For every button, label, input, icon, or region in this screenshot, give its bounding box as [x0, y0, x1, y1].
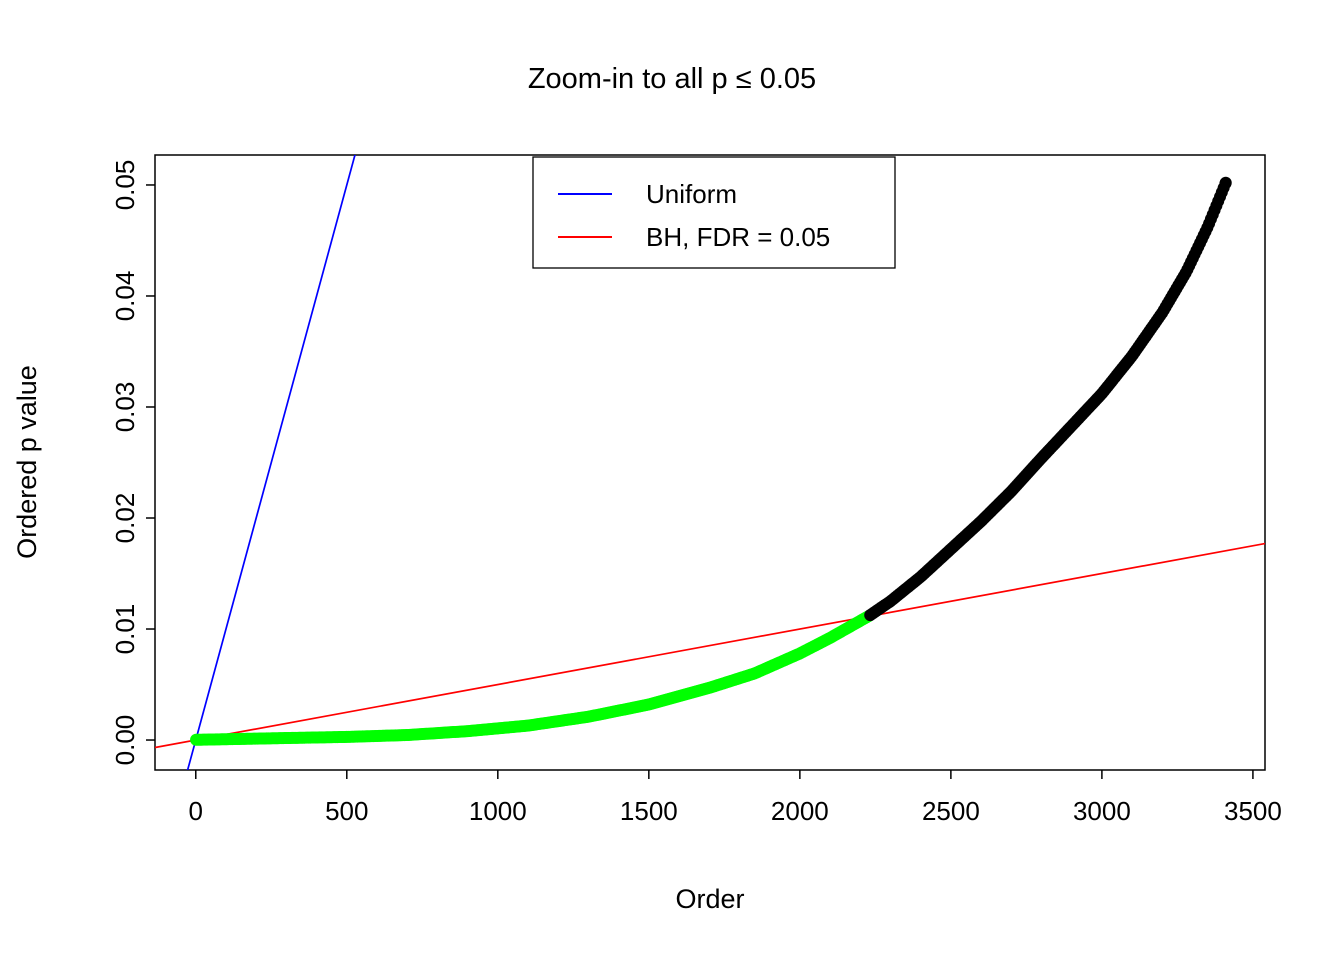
- svg-text:2500: 2500: [922, 796, 980, 826]
- svg-text:1000: 1000: [469, 796, 527, 826]
- svg-text:0.00: 0.00: [110, 715, 140, 766]
- reference-lines: [155, 155, 1265, 770]
- y-axis-label: Ordered p value: [12, 365, 42, 559]
- svg-text:0.03: 0.03: [110, 382, 140, 433]
- bh-fdr-line: [155, 542, 1265, 749]
- legend-label: Uniform: [646, 179, 737, 209]
- svg-text:0.01: 0.01: [110, 604, 140, 655]
- legend-label: BH, FDR = 0.05: [646, 222, 830, 252]
- plot-box: [154, 154, 1266, 771]
- uniform-line: [186, 155, 356, 770]
- svg-text:0: 0: [189, 796, 203, 826]
- svg-text:1500: 1500: [620, 796, 678, 826]
- svg-text:500: 500: [325, 796, 368, 826]
- legend-box: [532, 156, 896, 269]
- p-value-points: [190, 176, 1232, 746]
- x-axis-label: Order: [675, 884, 744, 914]
- svg-text:0.04: 0.04: [110, 271, 140, 322]
- x-axis-ticks: 0 500 1000 1500 2000 2500 3000 3500: [189, 770, 1282, 826]
- chart-title: Zoom-in to all p ≤ 0.05: [528, 63, 816, 95]
- svg-text:0.02: 0.02: [110, 493, 140, 544]
- svg-text:0.05: 0.05: [110, 160, 140, 211]
- y-axis-ticks: 0.00 0.01 0.02 0.03 0.04 0.05: [110, 160, 155, 766]
- plot-area: 0 500 1000 1500 2000 2500 3000 3500 0.00 0.01 0.02…: [110, 154, 1282, 826]
- svg-text:3000: 3000: [1073, 796, 1131, 826]
- svg-text:3500: 3500: [1224, 796, 1282, 826]
- legend: Uniform BH, FDR = 0.05: [532, 156, 896, 269]
- svg-text:2000: 2000: [771, 796, 829, 826]
